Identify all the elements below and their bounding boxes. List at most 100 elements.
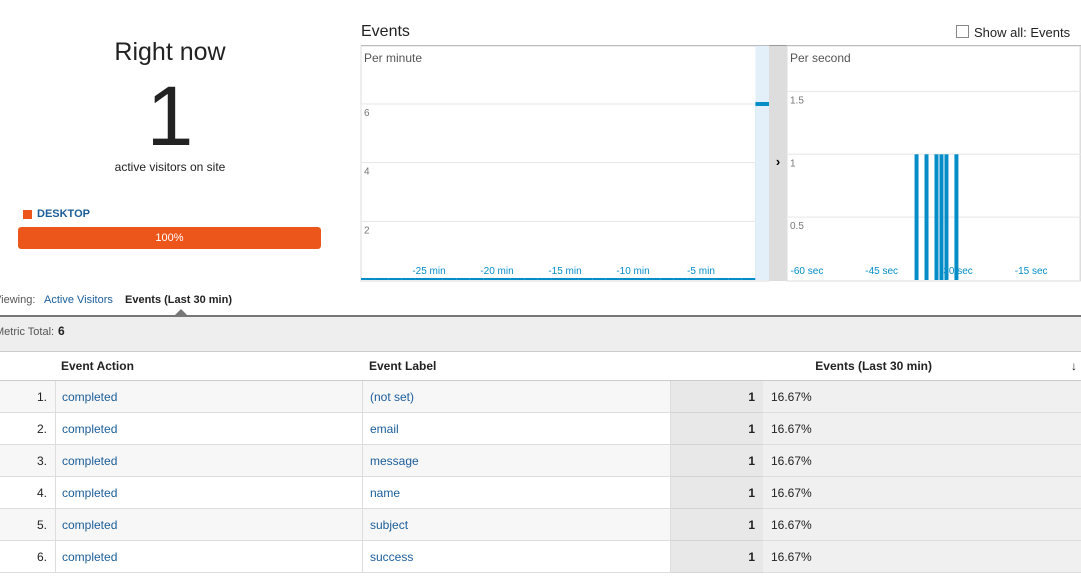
- bar: [388, 278, 402, 280]
- count-column: [670, 477, 763, 509]
- show-all-checkbox[interactable]: [956, 25, 969, 38]
- bar: [944, 154, 949, 280]
- percent-column: [763, 477, 1081, 509]
- row-index: 4.: [36, 486, 47, 500]
- bar: [361, 278, 375, 280]
- bar: [469, 278, 484, 280]
- row-index: 1.: [36, 390, 47, 404]
- count-column: [670, 381, 763, 413]
- x-tick-label: -20 min: [480, 266, 513, 277]
- event-label[interactable]: (not set): [370, 390, 415, 404]
- column-divider: [362, 509, 363, 541]
- event-label[interactable]: name: [370, 486, 401, 500]
- active-count: 1: [146, 69, 194, 163]
- x-tick-label: -15 min: [548, 266, 581, 277]
- y-tick-label: 0.5: [790, 221, 804, 232]
- y-tick-label: 2: [364, 225, 370, 236]
- sort-arrow[interactable]: ↓: [1071, 359, 1077, 373]
- right-now-title: Right now: [114, 38, 226, 66]
- percent-column: [763, 413, 1081, 445]
- bar: [537, 278, 552, 280]
- event-action[interactable]: completed: [62, 454, 118, 468]
- metric-bar: [0, 315, 1081, 351]
- event-percent: 16.67%: [771, 486, 812, 500]
- event-action[interactable]: completed: [62, 390, 118, 404]
- bar: [673, 278, 688, 280]
- event-action[interactable]: completed: [62, 422, 118, 436]
- bar: [701, 278, 715, 280]
- panel-title: Per minute: [364, 51, 422, 65]
- column-divider: [362, 413, 363, 445]
- event-label[interactable]: success: [370, 550, 414, 564]
- bar: [939, 154, 944, 280]
- event-count: 1: [748, 518, 755, 532]
- count-column: [670, 509, 763, 541]
- bar: [415, 278, 429, 280]
- device-bar: [18, 227, 321, 249]
- active-caption: active visitors on site: [114, 160, 226, 174]
- x-tick-label: -25 min: [412, 266, 445, 277]
- x-tick-label: -10 min: [616, 266, 649, 277]
- events-title: Events: [361, 23, 410, 40]
- tab-events[interactable]: Events (Last 30 min): [125, 294, 232, 306]
- row-index: 3.: [36, 454, 47, 468]
- bar: [565, 278, 579, 280]
- event-label[interactable]: email: [370, 422, 399, 436]
- percent-column: [763, 541, 1081, 573]
- row-index: 6.: [36, 550, 47, 564]
- tab-pointer: [175, 309, 187, 315]
- metric-value: 6: [58, 324, 65, 338]
- header-cell[interactable]: Events (Last 30 min): [815, 359, 932, 373]
- count-column: [670, 541, 763, 573]
- column-divider: [670, 509, 671, 541]
- y-tick-label: 4: [364, 167, 370, 178]
- column-divider: [362, 477, 363, 509]
- y-tick-label: 6: [364, 108, 370, 119]
- column-divider: [362, 445, 363, 477]
- event-action[interactable]: completed: [62, 518, 118, 532]
- event-percent: 16.67%: [771, 390, 812, 404]
- column-divider: [55, 477, 56, 509]
- bar: [497, 278, 511, 280]
- event-action[interactable]: completed: [62, 486, 118, 500]
- event-count: 1: [748, 390, 755, 404]
- device-track: [18, 227, 321, 249]
- bar: [914, 154, 919, 280]
- percent-column: [763, 381, 1081, 413]
- header-cell[interactable]: Event Label: [369, 359, 437, 373]
- event-label[interactable]: message: [370, 454, 419, 468]
- tab-active-visitors[interactable]: Active Visitors: [44, 294, 113, 306]
- collapse-arrow[interactable]: ›: [776, 154, 780, 169]
- event-label[interactable]: subject: [370, 518, 409, 532]
- bar: [954, 154, 959, 280]
- column-divider: [55, 509, 56, 541]
- count-column: [670, 445, 763, 477]
- x-tick-label: -30 sec: [940, 266, 973, 277]
- x-tick-label: -15 sec: [1015, 266, 1048, 277]
- bar: [633, 278, 647, 280]
- viewing-label: Viewing:: [0, 294, 36, 306]
- row-index: 5.: [36, 518, 47, 532]
- bar: [442, 278, 457, 280]
- event-percent: 16.67%: [771, 454, 812, 468]
- event-count: 1: [748, 486, 755, 500]
- column-divider: [670, 381, 671, 413]
- bar: [374, 278, 389, 280]
- show-all-label[interactable]: Show all: Events: [974, 25, 1071, 40]
- bar: [934, 154, 939, 280]
- bar: [924, 154, 929, 280]
- metric-label: Metric Total:: [0, 326, 55, 338]
- collapse-bar[interactable]: [769, 46, 787, 281]
- panel: [360, 45, 770, 282]
- bar: [646, 278, 661, 280]
- column-divider: [55, 445, 56, 477]
- event-action[interactable]: completed: [62, 550, 118, 564]
- bar: [551, 278, 565, 280]
- header-cell[interactable]: Event Action: [61, 359, 134, 373]
- y-tick-label: 1.5: [790, 95, 804, 106]
- x-tick-label: -5 min: [687, 266, 715, 277]
- event-count: 1: [748, 550, 755, 564]
- percent-column: [763, 445, 1081, 477]
- header-row: [0, 351, 1081, 381]
